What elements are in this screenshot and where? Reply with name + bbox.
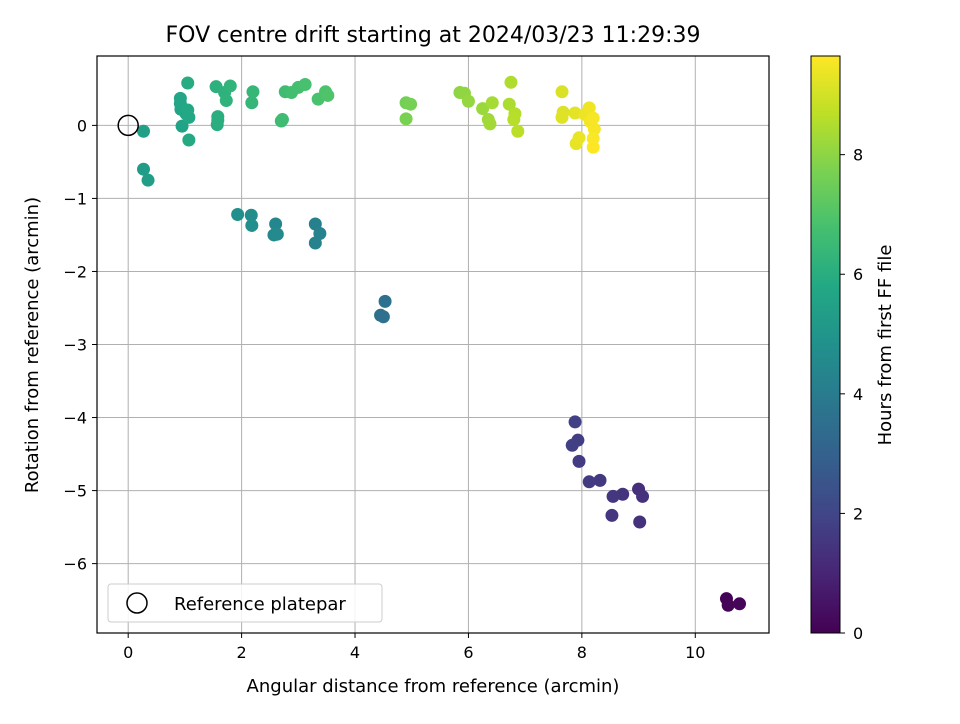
data-point (246, 85, 260, 99)
colorbar-tick-label: 8 (853, 146, 863, 165)
data-point (636, 489, 650, 503)
data-point (181, 76, 195, 90)
data-point (245, 96, 259, 110)
data-point (606, 489, 620, 503)
y-tick-label: −3 (63, 336, 87, 355)
chart-title: FOV centre drift starting at 2024/03/23 … (166, 23, 701, 48)
data-point (511, 124, 525, 138)
y-tick-label: −4 (63, 409, 87, 428)
data-point (245, 218, 259, 232)
y-tick-label: −5 (63, 482, 87, 501)
data-point (555, 85, 569, 99)
data-point (587, 122, 601, 136)
data-point (483, 117, 497, 131)
colorbar-label: Hours from first FF file (875, 245, 896, 446)
data-point (321, 88, 335, 102)
data-point (502, 97, 516, 111)
data-point (404, 97, 418, 111)
data-point (582, 475, 596, 489)
reference-platepar-marker (117, 114, 139, 137)
data-point (582, 101, 596, 115)
y-axis-label: Rotation from reference (arcmin) (22, 197, 43, 493)
colorbar-tick-label: 2 (853, 504, 863, 523)
data-point (137, 162, 151, 176)
colorbar-gradient (810, 55, 841, 634)
x-tick-label: 6 (463, 643, 473, 662)
data-point (504, 75, 518, 89)
colorbar-tick-label: 4 (853, 385, 863, 404)
data-point (378, 294, 392, 308)
x-tick-label: 4 (350, 643, 360, 662)
data-point (182, 110, 196, 124)
data-point (593, 473, 607, 487)
data-point (175, 119, 189, 133)
data-point (308, 236, 322, 250)
data-point (298, 77, 312, 91)
data-point (270, 227, 284, 241)
y-tick-label: −6 (63, 555, 87, 574)
x-tick-label: 0 (123, 643, 133, 662)
data-point (721, 598, 735, 612)
colorbar-tick-label: 0 (853, 624, 863, 643)
data-point (572, 131, 586, 145)
data-point (223, 79, 237, 93)
legend: Reference platepar (107, 583, 383, 623)
y-tick-label: 0 (77, 116, 87, 135)
y-axis-ticks: 0 −1 −2 −3 −4 −5 −6 (63, 116, 97, 574)
data-point (733, 597, 747, 611)
y-tick-label: −2 (63, 262, 87, 281)
data-point (507, 113, 521, 127)
x-tick-label: 2 (237, 643, 247, 662)
data-point (565, 438, 579, 452)
legend-marker-icon (126, 592, 148, 614)
data-point (182, 133, 196, 147)
x-axis-label: Angular distance from reference (arcmin) (247, 676, 620, 697)
colorbar: 0 2 4 6 8 Hours from first FF file (810, 55, 896, 643)
x-axis-ticks: 0 2 4 6 8 10 (123, 633, 705, 662)
data-point (461, 94, 475, 108)
colorbar-ticks: 0 2 4 6 8 (840, 146, 863, 643)
data-point (376, 310, 390, 324)
data-point (605, 508, 619, 522)
data-point (568, 106, 582, 120)
data-point (568, 415, 582, 429)
data-point (633, 515, 647, 529)
data-point (572, 454, 586, 468)
data-point (244, 208, 258, 222)
data-point (586, 111, 600, 125)
data-point (219, 94, 233, 108)
grid-lines (97, 56, 769, 633)
data-point (555, 110, 569, 124)
data-point (231, 207, 245, 221)
data-point (399, 112, 413, 126)
legend-frame (107, 583, 383, 623)
data-point (211, 110, 225, 124)
y-tick-label: −1 (63, 189, 87, 208)
scatter-points (117, 75, 747, 612)
data-point (141, 173, 155, 187)
data-point (275, 113, 289, 127)
colorbar-tick-label: 6 (853, 265, 863, 284)
legend-label: Reference platepar (174, 594, 346, 615)
data-point (173, 91, 187, 105)
data-point (586, 140, 600, 154)
data-point (485, 96, 499, 110)
x-tick-label: 8 (577, 643, 587, 662)
data-point (137, 124, 151, 138)
data-point (269, 217, 283, 231)
data-point (476, 102, 490, 116)
x-tick-label: 10 (685, 643, 705, 662)
